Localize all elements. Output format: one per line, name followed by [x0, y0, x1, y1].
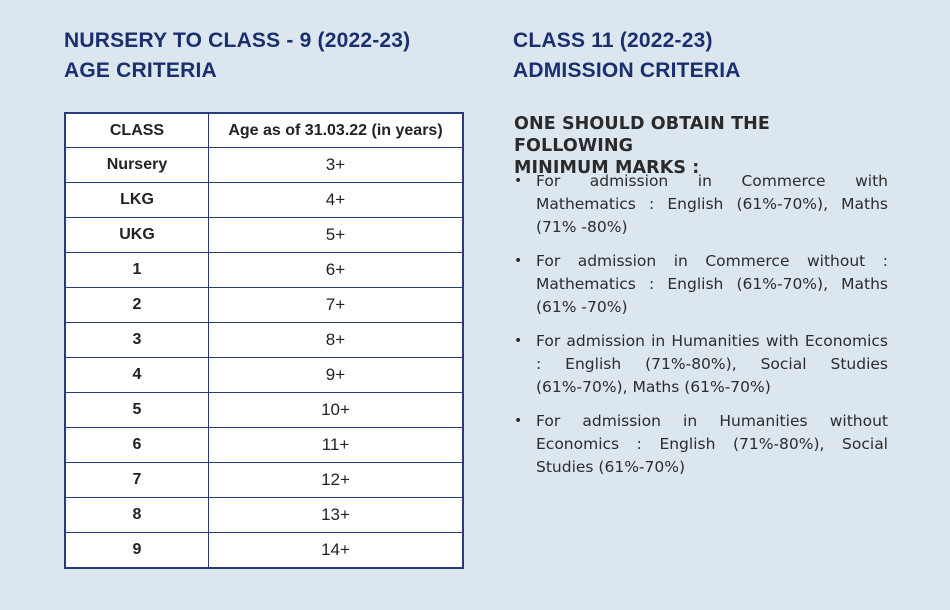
class-cell: 4: [64, 357, 209, 393]
bullet-icon: •: [514, 413, 523, 429]
class-cell: Nursery: [64, 147, 209, 183]
list-item: • For admission in Humanities with Econo…: [514, 330, 888, 399]
table-row: 4 9+: [64, 357, 464, 393]
list-item: • For admission in Humanities without Ec…: [514, 410, 888, 479]
age-cell: 6+: [208, 252, 464, 288]
table-row: 6 11+: [64, 427, 464, 463]
class-cell: 6: [64, 427, 209, 463]
class-cell: 5: [64, 392, 209, 428]
admission-criteria-heading: CLASS 11 (2022-23) ADMISSION CRITERIA: [513, 26, 741, 86]
class-cell: 7: [64, 462, 209, 498]
table-row: 7 12+: [64, 462, 464, 498]
table-row: LKG 4+: [64, 182, 464, 218]
table-row: 5 10+: [64, 392, 464, 428]
bullet-icon: •: [514, 333, 523, 349]
table-row: UKG 5+: [64, 217, 464, 253]
table-row: 3 8+: [64, 322, 464, 358]
class-cell: 8: [64, 497, 209, 533]
age-cell: 13+: [208, 497, 464, 533]
admission-criteria-heading-line1: CLASS 11 (2022-23): [513, 29, 713, 52]
table-row: Nursery 3+: [64, 147, 464, 183]
class-cell: LKG: [64, 182, 209, 218]
class-cell: 9: [64, 532, 209, 569]
table-row: 2 7+: [64, 287, 464, 323]
class-cell: 2: [64, 287, 209, 323]
age-criteria-heading-line2: AGE CRITERIA: [64, 59, 217, 82]
age-criteria-heading-line1: NURSERY TO CLASS - 9 (2022-23): [64, 29, 411, 52]
list-item: • For admission in Commerce without : Ma…: [514, 250, 888, 319]
list-item: • For admission in Commerce with Mathema…: [514, 170, 888, 239]
age-cell: 3+: [208, 147, 464, 183]
age-cell: 7+: [208, 287, 464, 323]
bullet-icon: •: [514, 173, 523, 189]
criteria-text: For admission in Commerce without : Math…: [536, 252, 888, 316]
criteria-text: For admission in Humanities with Economi…: [536, 332, 888, 396]
admission-criteria-heading-line2: ADMISSION CRITERIA: [513, 59, 741, 82]
age-criteria-table: CLASS Age as of 31.03.22 (in years) Nurs…: [64, 112, 464, 569]
class-cell: UKG: [64, 217, 209, 253]
admission-criteria-list: • For admission in Commerce with Mathema…: [514, 170, 888, 490]
class-cell: 1: [64, 252, 209, 288]
bullet-icon: •: [514, 253, 523, 269]
age-cell: 8+: [208, 322, 464, 358]
age-cell: 9+: [208, 357, 464, 393]
age-cell: 14+: [208, 532, 464, 569]
table-header-row: CLASS Age as of 31.03.22 (in years): [64, 112, 464, 148]
class-cell: 3: [64, 322, 209, 358]
age-cell: 12+: [208, 462, 464, 498]
age-cell: 10+: [208, 392, 464, 428]
class-column-header: CLASS: [64, 112, 209, 148]
criteria-text: For admission in Commerce with Mathemati…: [536, 172, 888, 236]
table-row: 8 13+: [64, 497, 464, 533]
minimum-marks-title-line1: ONE SHOULD OBTAIN THE FOLLOWING: [514, 114, 770, 156]
age-cell: 11+: [208, 427, 464, 463]
age-cell: 4+: [208, 182, 464, 218]
criteria-text: For admission in Humanities without Econ…: [536, 412, 888, 476]
age-column-header: Age as of 31.03.22 (in years): [208, 112, 464, 148]
minimum-marks-title: ONE SHOULD OBTAIN THE FOLLOWING MINIMUM …: [514, 113, 894, 179]
minimum-marks-title-line2: MINIMUM MARKS :: [514, 158, 700, 178]
age-criteria-heading: NURSERY TO CLASS - 9 (2022-23) AGE CRITE…: [64, 26, 410, 86]
table-row: 1 6+: [64, 252, 464, 288]
age-cell: 5+: [208, 217, 464, 253]
table-row: 9 14+: [64, 532, 464, 569]
